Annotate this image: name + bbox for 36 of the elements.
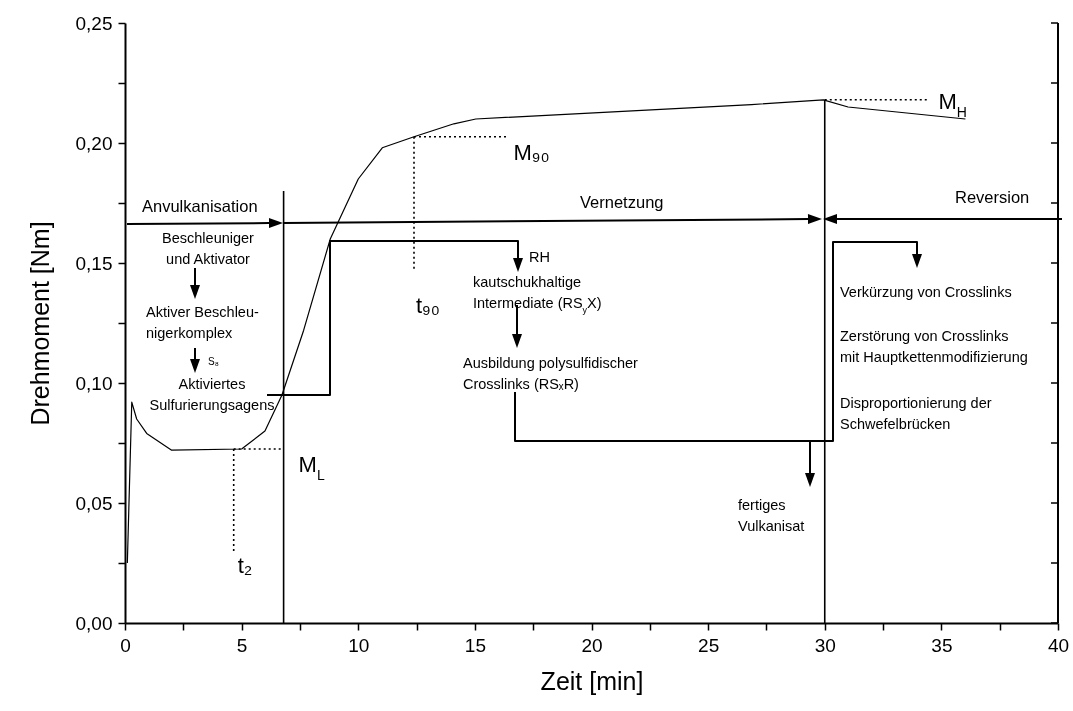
- annotation: Disproportionierung der Schwefelbrücken: [840, 395, 992, 433]
- annotation: Beschleuniger und Aktivator: [162, 230, 255, 268]
- annotation: Reversion: [955, 188, 1030, 206]
- annotation: Verkürzung von Crosslinks: [840, 284, 1012, 300]
- annotation: t₉₀: [416, 293, 440, 319]
- x-tick-label: 25: [698, 634, 720, 656]
- annotation: M$_{L}$: [298, 452, 325, 483]
- x-tick-label: 35: [931, 634, 953, 656]
- x-tick-label: 10: [348, 634, 370, 656]
- annotation: S₈: [208, 356, 219, 367]
- x-tick-label: 0: [120, 634, 131, 656]
- y-tick-label: 0,20: [75, 132, 113, 154]
- y-tick-label: 0,00: [75, 612, 113, 634]
- x-tick-label: 20: [581, 634, 603, 656]
- y-tick-label: 0,05: [75, 492, 113, 514]
- annotation: Zerstörung von Crosslinks mit Hauptkettenmodifizierung: [840, 328, 1028, 366]
- x-tick-label: 30: [814, 634, 836, 656]
- annotation: M₉₀: [513, 139, 550, 165]
- annotation: Aktiviertes Sulfurierungsagens: [149, 376, 275, 414]
- x-tick-label: 5: [236, 634, 248, 656]
- y-tick-label: 0,15: [75, 252, 113, 274]
- annotation: Ausbildung polysulfidischer Crosslinks (RSₓR): [463, 355, 639, 393]
- annotation: M$_{H}$: [938, 88, 967, 120]
- annotation: t₂: [237, 553, 253, 579]
- x-tick-label: 40: [1047, 634, 1070, 656]
- annotation: Anvulkanisation: [142, 197, 258, 215]
- annotation: kautschukhaltige Intermediate (RS$_{y}$X): [473, 274, 602, 316]
- annotation: Vernetzung: [580, 193, 664, 211]
- x-axis-title: Zeit [min]: [540, 666, 644, 695]
- y-tick-label: 0,25: [75, 12, 113, 34]
- x-tick-label: 15: [464, 634, 486, 656]
- annotation: Aktiver Beschleu- nigerkomplex: [146, 304, 259, 342]
- annotation: fertiges Vulkanisat: [738, 497, 805, 535]
- y-axis-title: Drehmoment [Nm]: [25, 221, 54, 426]
- annotation: RH: [529, 249, 550, 265]
- y-tick-label: 0,10: [75, 372, 113, 394]
